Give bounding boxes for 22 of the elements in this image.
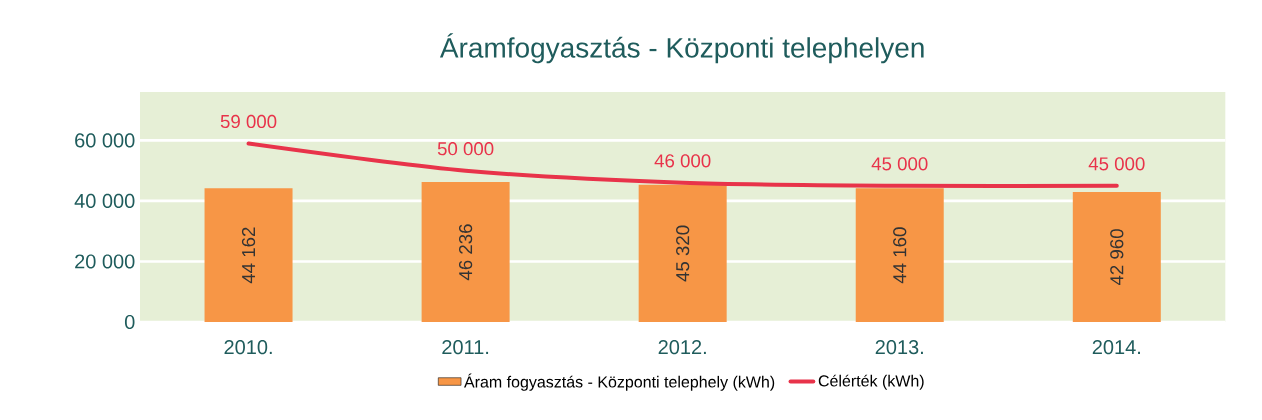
data-label: 45 000 bbox=[1088, 157, 1145, 171]
legend-label: Célérték (kWh) bbox=[818, 374, 924, 390]
data-label: 45 320 bbox=[676, 225, 690, 282]
y-tick-label: 60 000 bbox=[75, 133, 135, 148]
y-tick-label: 0 bbox=[124, 314, 135, 330]
x-tick-label: 2013. bbox=[875, 340, 923, 355]
data-label: 46 000 bbox=[654, 154, 711, 168]
data-label: 45 000 bbox=[871, 157, 928, 171]
data-label: 42 960 bbox=[1110, 229, 1124, 286]
legend-label: Áram fogyasztás - Központi telephely (kWh) bbox=[464, 373, 775, 391]
y-tick-label: 40 000 bbox=[74, 193, 135, 209]
y-tick-label: 20 000 bbox=[75, 254, 135, 269]
x-tick-label: 2010. bbox=[224, 340, 272, 355]
x-tick-label: 2014. bbox=[1092, 340, 1140, 355]
data-label: 44 160 bbox=[893, 227, 907, 284]
x-tick-label: 2011. bbox=[442, 340, 489, 355]
x-tick-label: 2012. bbox=[658, 340, 706, 355]
data-label: 46 236 bbox=[458, 224, 473, 281]
data-label: 59 000 bbox=[220, 114, 277, 129]
chart-title: Áramfogyasztás - Központi telephelyen bbox=[439, 33, 924, 64]
data-label: 50 000 bbox=[437, 142, 494, 156]
data-label: 44 162 bbox=[241, 227, 256, 284]
